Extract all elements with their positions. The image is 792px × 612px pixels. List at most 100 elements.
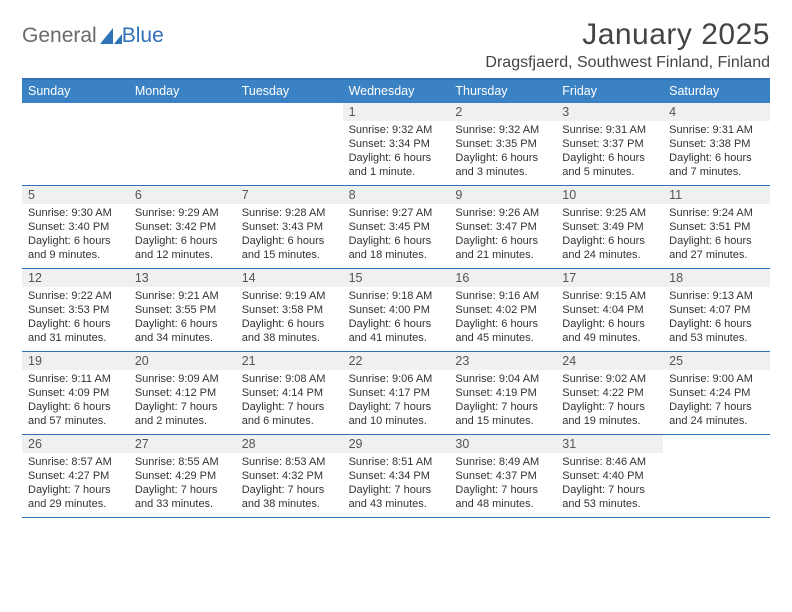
sunset-text: Sunset: 3:53 PM (28, 303, 123, 317)
day-number: 6 (129, 186, 236, 204)
day-cell: 18Sunrise: 9:13 AMSunset: 4:07 PMDayligh… (663, 269, 770, 351)
day-details: Sunrise: 9:11 AMSunset: 4:09 PMDaylight:… (22, 370, 129, 432)
sunset-text: Sunset: 3:45 PM (349, 220, 444, 234)
daylight-text: Daylight: 7 hours and 6 minutes. (242, 400, 337, 428)
sunrise-text: Sunrise: 9:22 AM (28, 289, 123, 303)
sunset-text: Sunset: 4:02 PM (455, 303, 550, 317)
day-cell: 14Sunrise: 9:19 AMSunset: 3:58 PMDayligh… (236, 269, 343, 351)
sunset-text: Sunset: 3:55 PM (135, 303, 230, 317)
day-cell: 1Sunrise: 9:32 AMSunset: 3:34 PMDaylight… (343, 103, 450, 185)
day-number: 29 (343, 435, 450, 453)
day-cell: 9Sunrise: 9:26 AMSunset: 3:47 PMDaylight… (449, 186, 556, 268)
daylight-text: Daylight: 6 hours and 1 minute. (349, 151, 444, 179)
daylight-text: Daylight: 6 hours and 24 minutes. (562, 234, 657, 262)
day-number: 18 (663, 269, 770, 287)
daylight-text: Daylight: 6 hours and 21 minutes. (455, 234, 550, 262)
weekday-header: Saturday (663, 80, 770, 103)
day-cell: 3Sunrise: 9:31 AMSunset: 3:37 PMDaylight… (556, 103, 663, 185)
day-details: Sunrise: 9:02 AMSunset: 4:22 PMDaylight:… (556, 370, 663, 432)
daylight-text: Daylight: 7 hours and 38 minutes. (242, 483, 337, 511)
daylight-text: Daylight: 6 hours and 53 minutes. (669, 317, 764, 345)
day-number: 30 (449, 435, 556, 453)
day-details: Sunrise: 9:18 AMSunset: 4:00 PMDaylight:… (343, 287, 450, 349)
day-number: 19 (22, 352, 129, 370)
weekday-header: Tuesday (236, 80, 343, 103)
weekday-header: Wednesday (343, 80, 450, 103)
day-details: Sunrise: 9:26 AMSunset: 3:47 PMDaylight:… (449, 204, 556, 266)
day-cell: 28Sunrise: 8:53 AMSunset: 4:32 PMDayligh… (236, 435, 343, 517)
title-block: January 2025 Dragsfjaerd, Southwest Finl… (485, 18, 770, 72)
day-details: Sunrise: 9:21 AMSunset: 3:55 PMDaylight:… (129, 287, 236, 349)
month-title: January 2025 (485, 18, 770, 52)
day-cell: 6Sunrise: 9:29 AMSunset: 3:42 PMDaylight… (129, 186, 236, 268)
day-number (236, 103, 343, 121)
sunrise-text: Sunrise: 8:46 AM (562, 455, 657, 469)
day-details: Sunrise: 9:31 AMSunset: 3:38 PMDaylight:… (663, 121, 770, 183)
day-number: 4 (663, 103, 770, 121)
weekday-header-row: Sunday Monday Tuesday Wednesday Thursday… (22, 80, 770, 103)
day-details: Sunrise: 9:04 AMSunset: 4:19 PMDaylight:… (449, 370, 556, 432)
day-number: 15 (343, 269, 450, 287)
day-number: 2 (449, 103, 556, 121)
sunset-text: Sunset: 4:00 PM (349, 303, 444, 317)
day-cell: 2Sunrise: 9:32 AMSunset: 3:35 PMDaylight… (449, 103, 556, 185)
sunrise-text: Sunrise: 8:51 AM (349, 455, 444, 469)
sunrise-text: Sunrise: 9:31 AM (562, 123, 657, 137)
sunrise-text: Sunrise: 9:09 AM (135, 372, 230, 386)
day-cell: 7Sunrise: 9:28 AMSunset: 3:43 PMDaylight… (236, 186, 343, 268)
day-details: Sunrise: 9:24 AMSunset: 3:51 PMDaylight:… (663, 204, 770, 266)
day-details: Sunrise: 9:13 AMSunset: 4:07 PMDaylight:… (663, 287, 770, 349)
day-cell (129, 103, 236, 185)
day-details: Sunrise: 8:57 AMSunset: 4:27 PMDaylight:… (22, 453, 129, 515)
sunrise-text: Sunrise: 9:00 AM (669, 372, 764, 386)
sunrise-text: Sunrise: 9:31 AM (669, 123, 764, 137)
calendar-page: General Blue January 2025 Dragsfjaerd, S… (0, 0, 792, 528)
day-cell: 21Sunrise: 9:08 AMSunset: 4:14 PMDayligh… (236, 352, 343, 434)
day-number (22, 103, 129, 121)
day-cell: 19Sunrise: 9:11 AMSunset: 4:09 PMDayligh… (22, 352, 129, 434)
day-cell (22, 103, 129, 185)
calendar-grid: Sunday Monday Tuesday Wednesday Thursday… (22, 78, 770, 518)
sunrise-text: Sunrise: 9:27 AM (349, 206, 444, 220)
brand-text-general: General (22, 24, 97, 48)
day-details: Sunrise: 8:55 AMSunset: 4:29 PMDaylight:… (129, 453, 236, 515)
day-number: 5 (22, 186, 129, 204)
day-details: Sunrise: 9:30 AMSunset: 3:40 PMDaylight:… (22, 204, 129, 266)
daylight-text: Daylight: 6 hours and 49 minutes. (562, 317, 657, 345)
day-cell: 10Sunrise: 9:25 AMSunset: 3:49 PMDayligh… (556, 186, 663, 268)
day-number: 16 (449, 269, 556, 287)
sunset-text: Sunset: 4:24 PM (669, 386, 764, 400)
weekday-header: Thursday (449, 80, 556, 103)
sunset-text: Sunset: 4:17 PM (349, 386, 444, 400)
weeks-container: 1Sunrise: 9:32 AMSunset: 3:34 PMDaylight… (22, 103, 770, 518)
sunrise-text: Sunrise: 9:06 AM (349, 372, 444, 386)
day-details: Sunrise: 9:32 AMSunset: 3:34 PMDaylight:… (343, 121, 450, 183)
day-cell: 13Sunrise: 9:21 AMSunset: 3:55 PMDayligh… (129, 269, 236, 351)
daylight-text: Daylight: 6 hours and 3 minutes. (455, 151, 550, 179)
day-details: Sunrise: 8:49 AMSunset: 4:37 PMDaylight:… (449, 453, 556, 515)
sunrise-text: Sunrise: 9:16 AM (455, 289, 550, 303)
day-details: Sunrise: 9:29 AMSunset: 3:42 PMDaylight:… (129, 204, 236, 266)
sunrise-text: Sunrise: 9:11 AM (28, 372, 123, 386)
day-cell: 5Sunrise: 9:30 AMSunset: 3:40 PMDaylight… (22, 186, 129, 268)
day-details: Sunrise: 8:51 AMSunset: 4:34 PMDaylight:… (343, 453, 450, 515)
daylight-text: Daylight: 6 hours and 5 minutes. (562, 151, 657, 179)
sunset-text: Sunset: 3:38 PM (669, 137, 764, 151)
sunrise-text: Sunrise: 8:53 AM (242, 455, 337, 469)
daylight-text: Daylight: 6 hours and 18 minutes. (349, 234, 444, 262)
day-number (663, 435, 770, 453)
daylight-text: Daylight: 7 hours and 53 minutes. (562, 483, 657, 511)
daylight-text: Daylight: 7 hours and 15 minutes. (455, 400, 550, 428)
day-number: 9 (449, 186, 556, 204)
day-number: 7 (236, 186, 343, 204)
day-details: Sunrise: 8:46 AMSunset: 4:40 PMDaylight:… (556, 453, 663, 515)
sunrise-text: Sunrise: 9:25 AM (562, 206, 657, 220)
day-cell: 24Sunrise: 9:02 AMSunset: 4:22 PMDayligh… (556, 352, 663, 434)
sunset-text: Sunset: 3:37 PM (562, 137, 657, 151)
page-header: General Blue January 2025 Dragsfjaerd, S… (22, 18, 770, 72)
day-details: Sunrise: 9:09 AMSunset: 4:12 PMDaylight:… (129, 370, 236, 432)
day-cell: 16Sunrise: 9:16 AMSunset: 4:02 PMDayligh… (449, 269, 556, 351)
day-number: 14 (236, 269, 343, 287)
day-cell: 20Sunrise: 9:09 AMSunset: 4:12 PMDayligh… (129, 352, 236, 434)
day-number: 13 (129, 269, 236, 287)
